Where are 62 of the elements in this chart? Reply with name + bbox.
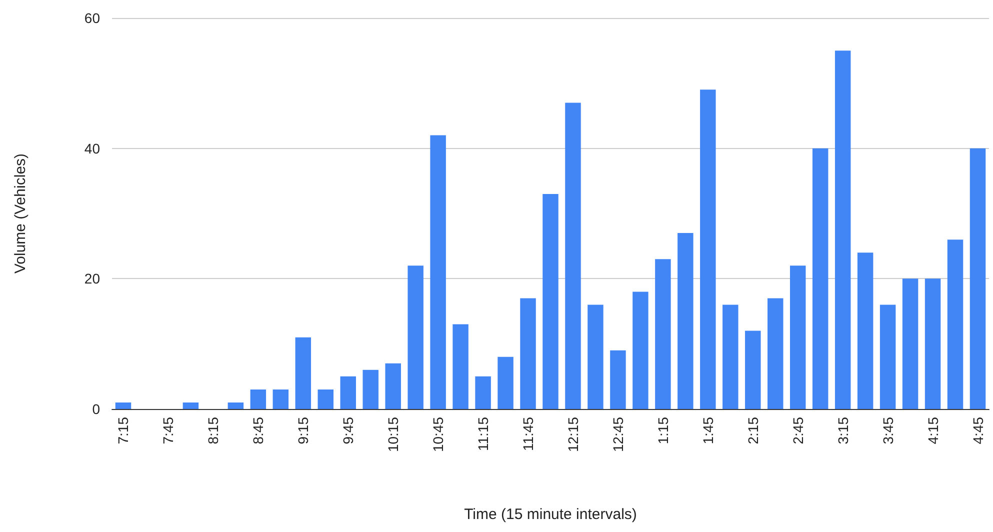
bar (655, 259, 671, 409)
bar (565, 102, 581, 409)
x-tick-label: 2:45 (790, 416, 806, 444)
bar (272, 389, 289, 409)
bar (588, 304, 604, 409)
x-tick-label: 7:45 (160, 416, 176, 444)
x-tick-label: 11:45 (520, 416, 536, 451)
x-tick-label: 8:45 (250, 416, 266, 444)
bar (295, 337, 312, 409)
x-tick-label: 4:15 (924, 416, 941, 444)
bar (745, 330, 761, 409)
x-tick-label: 11:15 (475, 416, 492, 451)
x-tick-label: 1:15 (654, 416, 671, 444)
x-axis-title: Time (15 minute intervals) (464, 506, 637, 523)
x-tick-label: 9:15 (295, 416, 312, 444)
y-tick-label: 20 (84, 270, 100, 287)
bar (115, 402, 132, 409)
y-tick-label: 40 (84, 140, 100, 156)
bar (722, 304, 738, 409)
y-tick-label: 0 (92, 401, 100, 417)
bar (228, 402, 244, 409)
bar (834, 50, 851, 409)
bar (678, 233, 694, 409)
x-tick-label: 12:15 (564, 416, 581, 452)
bar (542, 194, 558, 409)
x-tick-label: 9:45 (340, 416, 356, 444)
bar (318, 389, 334, 409)
x-tick-label: 10:45 (430, 416, 446, 452)
bar (902, 278, 918, 409)
bar (924, 278, 941, 409)
x-tick-label: 3:15 (834, 416, 851, 444)
x-tick-label: 12:45 (610, 416, 626, 452)
bar (790, 266, 806, 409)
x-tick-label: 7:15 (115, 416, 132, 444)
x-tick-label: 10:15 (385, 416, 402, 452)
bar (970, 148, 986, 409)
bar (182, 402, 199, 409)
bar (632, 292, 648, 409)
x-tick-label: 3:45 (880, 416, 896, 444)
y-axis-title: Volume (Vehicles) (12, 153, 29, 274)
bar (408, 266, 424, 409)
bar (430, 135, 446, 409)
bar (857, 252, 874, 409)
bar (498, 356, 514, 409)
bar (947, 240, 964, 409)
bar (520, 298, 536, 409)
x-tick-label: 1:45 (700, 416, 716, 444)
bar (362, 370, 378, 409)
bar (385, 363, 401, 409)
bar (700, 90, 716, 409)
x-tick-label: 2:15 (744, 416, 761, 444)
bar (880, 304, 896, 409)
bar (768, 298, 784, 409)
bar (452, 324, 468, 409)
bar (610, 350, 626, 409)
bar (475, 376, 491, 409)
x-tick-label: 8:15 (205, 416, 222, 444)
bar (250, 389, 266, 409)
y-tick-label: 60 (84, 10, 100, 26)
x-tick-label: 4:45 (970, 416, 986, 444)
bar (812, 148, 828, 409)
bar (340, 376, 356, 409)
